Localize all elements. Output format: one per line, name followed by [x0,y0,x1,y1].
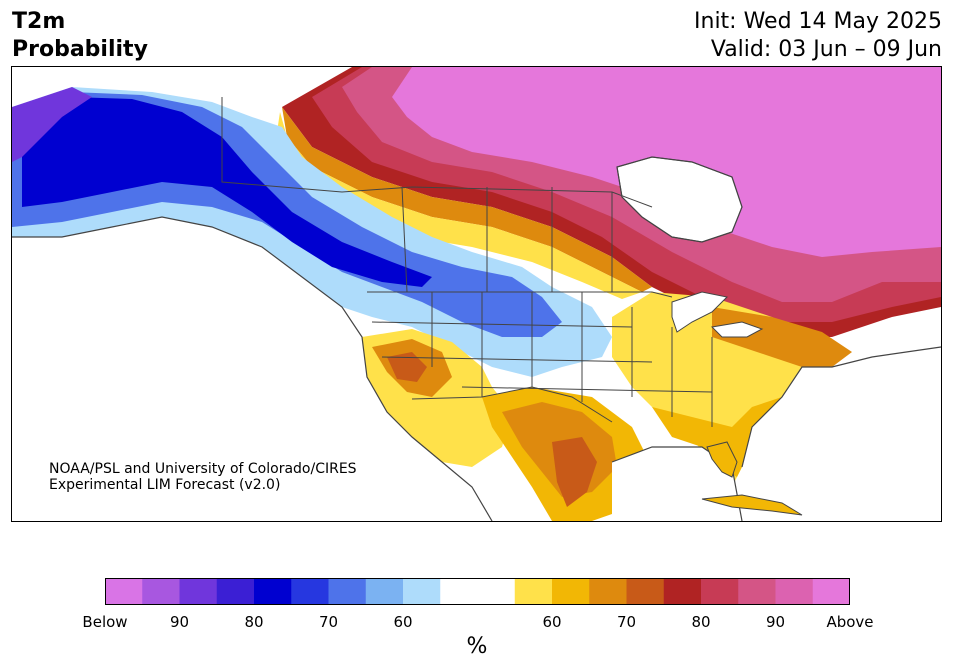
region-transition-orange [282,107,652,292]
colorbar-segment [179,578,218,605]
region-transition-yellow [277,112,642,299]
colorbar-segment [738,578,776,605]
probability-map [11,66,942,522]
atlantic-ocean [742,347,941,521]
colorbar-segment [552,578,590,605]
title-block: T2m Probability [12,8,148,64]
pacific-ocean [12,217,492,521]
colorbar-tick-label: Above [826,613,874,631]
political-borders [221,97,713,427]
colorbar-tick-label: Below [82,613,128,631]
colorbar-segment [440,578,478,605]
colorbar-svg [105,578,851,605]
map-canvas [12,67,941,521]
colorbar-segment [105,578,143,605]
colorbar-tick-label: 70 [616,613,637,631]
florida [706,441,738,478]
variable-name: T2m [12,9,66,34]
colorbar-tick-label: 80 [691,613,711,631]
credit-line-2: Experimental LIM Forecast (v2.0) [49,477,281,493]
colorbar-tick-label: 70 [318,613,339,631]
region-alaska-below-edge [12,87,92,162]
coastlines [12,156,941,521]
valid-range: Valid: 03 Jun – 09 Jun [710,37,942,62]
colorbar-tick-label: 80 [244,613,264,631]
colorbar-segment [403,578,441,605]
colorbar-segment [701,578,739,605]
region-southeast-above [652,397,782,477]
colorbar-tick-label: 90 [765,613,786,631]
date-block: Init: Wed 14 May 2025 Valid: 03 Jun – 09… [694,8,942,64]
colorbar-unit: % [466,634,488,659]
colorbar-tick-label: 60 [393,613,413,631]
colorbar-segment [328,578,367,605]
cuba [701,494,803,516]
colorbar-segment [477,578,516,605]
colorbar-segment [291,578,329,605]
region-northeast-above [712,307,852,367]
colorbar-tick-label: 90 [169,613,190,631]
colorbar-tick-label: 60 [542,613,562,631]
colorbar-segment [626,578,665,605]
colorbar-segment [216,578,255,605]
colorbar-segment [775,578,814,605]
init-date: Init: Wed 14 May 2025 [694,9,942,34]
colorbar-segment [254,578,292,605]
credit-line-1: NOAA/PSL and University of Colorado/CIRE… [49,461,357,477]
great-lakes [671,291,764,338]
colorbar-segment [812,578,851,605]
colorbar-segment [589,578,627,605]
colorbar [105,578,851,605]
region-mexico-core [552,437,597,507]
colorbar-segment [663,578,702,605]
credit-text: NOAA/PSL and University of Colorado/CIRE… [49,461,357,493]
region-california-core [387,352,427,382]
colorbar-segment [514,578,553,605]
colorbar-segment [142,578,180,605]
variable-subtitle: Probability [12,37,148,62]
colorbar-segment [365,578,404,605]
gulf-of-mexico [612,447,742,521]
region-alaska-below-core [22,97,432,287]
colorbar-border [105,578,850,605]
